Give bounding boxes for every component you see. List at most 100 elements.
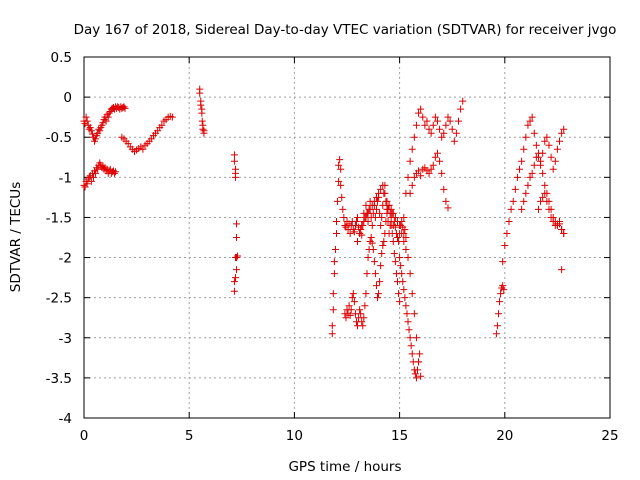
- y-tick-label: -3.5: [46, 371, 72, 387]
- data-point: [444, 113, 452, 121]
- data-point: [349, 290, 357, 298]
- data-point: [382, 217, 390, 225]
- data-point: [393, 234, 401, 241]
- data-point: [383, 197, 391, 205]
- data-point: [356, 229, 364, 237]
- data-point: [553, 145, 561, 153]
- data-point: [457, 105, 465, 113]
- data-point: [539, 193, 547, 201]
- data-point: [522, 133, 530, 141]
- data-point: [347, 306, 355, 314]
- data-point: [558, 225, 566, 233]
- data-point: [390, 250, 398, 258]
- data-point: [436, 125, 444, 133]
- data-point: [448, 125, 456, 133]
- data-point: [499, 282, 507, 290]
- data-point: [331, 246, 339, 254]
- data-point: [376, 278, 384, 286]
- data-point: [335, 177, 343, 185]
- data-point: [503, 229, 511, 237]
- data-point: [82, 113, 90, 121]
- data-point: [348, 294, 356, 302]
- data-point: [433, 149, 441, 157]
- x-tick-label: 20: [496, 428, 513, 444]
- data-point: [431, 113, 439, 121]
- data-point: [493, 322, 501, 330]
- data-point: [120, 103, 128, 111]
- data-point: [354, 238, 362, 246]
- data-point: [330, 258, 338, 266]
- data-point: [362, 213, 370, 221]
- data-point: [197, 101, 205, 109]
- data-point: [139, 145, 147, 153]
- y-tick-label: -1.5: [46, 210, 72, 226]
- x-tick-label: 0: [80, 428, 89, 444]
- data-point: [520, 197, 528, 205]
- data-point: [233, 234, 241, 241]
- data-point: [528, 169, 536, 177]
- data-point: [399, 278, 407, 286]
- data-point: [415, 358, 423, 366]
- data-point: [444, 204, 452, 212]
- data-point: [406, 334, 414, 342]
- data-point: [396, 254, 404, 262]
- data-point: [534, 205, 542, 213]
- data-point: [378, 250, 386, 258]
- data-point: [359, 322, 367, 330]
- x-tick-label: 25: [601, 428, 618, 444]
- data-point: [545, 141, 553, 149]
- y-tick-label: -2: [59, 251, 72, 267]
- data-point: [378, 213, 386, 221]
- data-point: [408, 350, 416, 358]
- data-point: [230, 278, 238, 286]
- data-point: [375, 290, 383, 298]
- data-point: [368, 239, 376, 247]
- data-point: [400, 286, 408, 294]
- data-point: [337, 165, 345, 173]
- data-point: [368, 221, 376, 229]
- data-point: [340, 213, 348, 221]
- x-axis-ticks: 0 5 10 15 20 25: [80, 57, 619, 444]
- data-point: [102, 117, 110, 125]
- data-point: [524, 181, 532, 189]
- data-point: [374, 294, 382, 302]
- data-point: [407, 342, 415, 350]
- data-point: [507, 205, 515, 213]
- data-point: [158, 121, 166, 129]
- data-point: [534, 149, 542, 157]
- data-point: [329, 290, 337, 298]
- data-point: [83, 117, 91, 125]
- data-point: [334, 197, 342, 205]
- data-point: [377, 262, 385, 270]
- data-point: [405, 326, 413, 334]
- x-axis-label: GPS time / hours: [288, 459, 401, 475]
- data-point: [231, 173, 239, 181]
- data-point: [425, 169, 433, 177]
- data-point: [329, 306, 337, 314]
- data-point: [532, 153, 540, 161]
- data-point: [332, 217, 340, 225]
- data-point: [412, 374, 420, 382]
- data-point: [335, 161, 343, 169]
- data-point: [330, 270, 338, 278]
- y-tick-label: 0.5: [51, 50, 72, 66]
- data-point: [369, 246, 377, 254]
- data-point: [496, 298, 504, 306]
- data-point: [429, 121, 437, 129]
- data-point: [381, 189, 389, 197]
- data-point: [395, 290, 403, 298]
- y-tick-label: -3: [59, 331, 72, 347]
- data-point: [357, 225, 365, 233]
- data-point: [398, 270, 406, 278]
- data-point: [513, 173, 521, 181]
- data-point: [537, 197, 545, 205]
- data-point: [406, 189, 414, 197]
- data-point: [556, 217, 564, 225]
- x-tick-label: 15: [391, 428, 408, 444]
- data-point: [410, 310, 418, 318]
- data-point: [375, 189, 383, 197]
- data-point: [556, 137, 564, 145]
- data-point: [337, 181, 345, 189]
